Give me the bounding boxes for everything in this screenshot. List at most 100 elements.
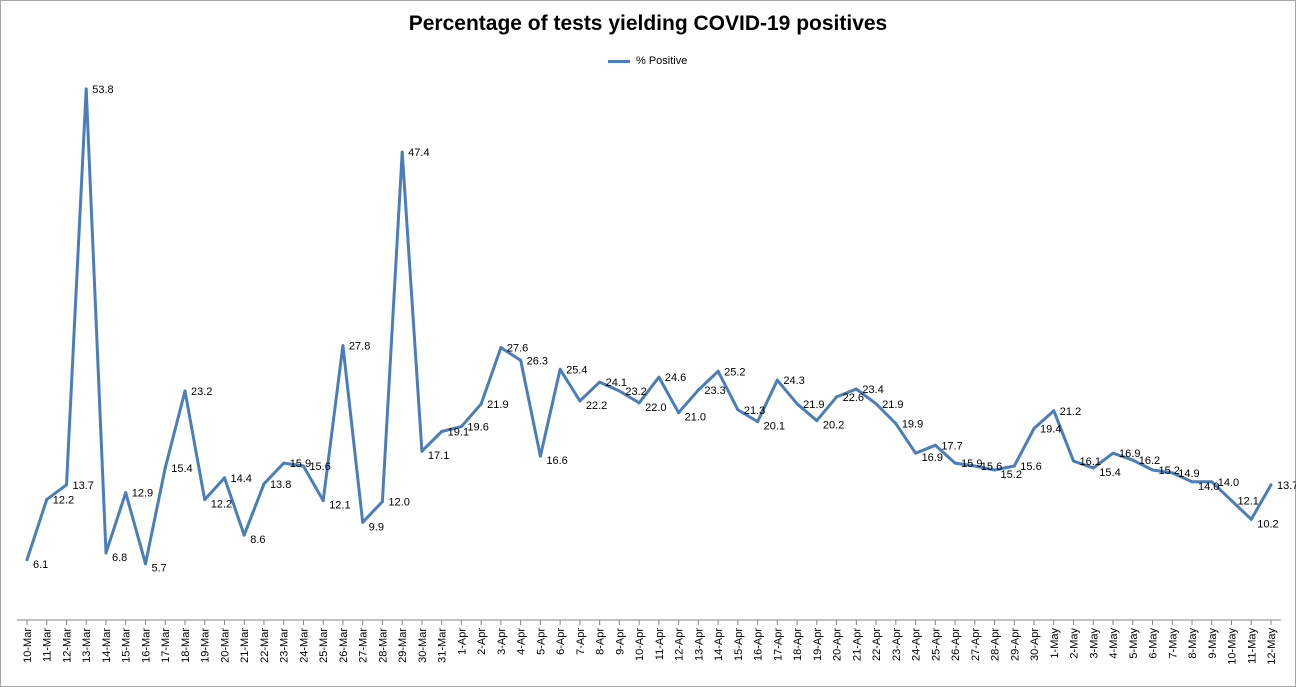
data-label: 15.2 — [1159, 465, 1180, 477]
data-label: 14.9 — [1178, 468, 1199, 480]
data-point — [222, 476, 226, 480]
data-point — [203, 498, 207, 502]
data-point — [341, 344, 345, 348]
x-tick-label: 19-Mar — [200, 628, 212, 663]
data-label: 20.2 — [823, 420, 844, 432]
x-tick-label: 27-Mar — [358, 628, 370, 663]
data-label: 24.3 — [783, 375, 804, 387]
data-point — [617, 389, 621, 393]
x-tick-label: 2-May — [1069, 628, 1081, 659]
data-label: 6.8 — [112, 552, 127, 564]
data-label: 12.1 — [1238, 496, 1259, 508]
data-label: 24.1 — [606, 377, 627, 389]
x-tick-label: 10-Mar — [22, 628, 34, 663]
data-label: 21.3 — [744, 405, 765, 417]
data-point — [815, 419, 819, 423]
data-label: 15.6 — [981, 461, 1002, 473]
x-tick-label: 19-Apr — [812, 628, 824, 661]
x-tick-label: 22-Mar — [259, 628, 271, 663]
data-label: 15.9 — [961, 458, 982, 470]
data-point — [756, 420, 760, 424]
data-point — [854, 387, 858, 391]
x-tick-label: 7-May — [1167, 628, 1179, 659]
data-point — [716, 369, 720, 373]
data-point — [499, 346, 503, 350]
data-point — [84, 87, 88, 91]
data-point — [104, 551, 108, 555]
x-tick-label: 31-Mar — [437, 628, 449, 663]
x-tick-label: 18-Apr — [792, 628, 804, 661]
data-point — [1091, 466, 1095, 470]
x-tick-label: 23-Mar — [279, 628, 291, 663]
x-tick-label: 26-Mar — [338, 628, 350, 663]
data-label: 19.1 — [448, 426, 469, 438]
data-label: 16.9 — [1119, 448, 1140, 460]
data-point — [1170, 471, 1174, 475]
x-tick-label: 12-Apr — [674, 628, 686, 661]
data-label: 12.1 — [329, 500, 350, 512]
data-point — [1131, 458, 1135, 462]
data-point — [973, 464, 977, 468]
data-label: 21.9 — [803, 399, 824, 411]
data-point — [598, 380, 602, 384]
data-point — [1032, 427, 1036, 431]
data-point — [1249, 517, 1253, 521]
data-point — [282, 461, 286, 465]
data-point — [914, 451, 918, 455]
data-label: 6.1 — [33, 559, 48, 571]
data-point — [874, 402, 878, 406]
data-label: 15.6 — [309, 461, 330, 473]
data-label: 14.0 — [1198, 481, 1219, 493]
x-tick-label: 29-Apr — [1009, 628, 1021, 661]
data-point — [262, 482, 266, 486]
data-label: 8.6 — [250, 534, 265, 546]
x-tick-label: 24-Mar — [298, 628, 310, 663]
data-label: 22.6 — [843, 392, 864, 404]
data-label: 15.6 — [1020, 461, 1041, 473]
data-point — [242, 533, 246, 537]
x-tick-label: 12-Mar — [61, 628, 73, 663]
data-point — [1230, 499, 1234, 503]
x-tick-label: 13-Mar — [81, 628, 93, 663]
data-point — [736, 408, 740, 412]
data-label: 5.7 — [151, 563, 166, 575]
data-point — [894, 422, 898, 426]
x-tick-label: 7-Apr — [575, 628, 587, 655]
x-tick-label: 1-May — [1049, 628, 1061, 659]
x-tick-label: 4-Apr — [516, 628, 528, 655]
data-point — [361, 520, 365, 524]
x-tick-label: 6-Apr — [555, 628, 567, 655]
data-point — [64, 483, 68, 487]
data-label: 13.7 — [72, 480, 93, 492]
data-label: 53.8 — [92, 84, 113, 96]
data-label: 19.4 — [1040, 424, 1061, 436]
legend-label: % Positive — [636, 55, 688, 67]
data-label: 22.0 — [645, 402, 666, 414]
data-label: 19.9 — [902, 419, 923, 431]
data-label: 12.2 — [211, 499, 232, 511]
data-label: 25.2 — [724, 366, 745, 378]
x-tick-label: 17-Mar — [160, 628, 172, 663]
data-point — [321, 499, 325, 503]
data-point — [301, 464, 305, 468]
x-tick-label: 28-Mar — [377, 628, 389, 663]
data-label: 12.0 — [388, 497, 409, 509]
x-tick-label: 16-Mar — [140, 628, 152, 663]
data-point — [440, 429, 444, 433]
x-tick-label: 25-Apr — [930, 628, 942, 661]
data-label: 23.2 — [625, 386, 646, 398]
data-point — [835, 395, 839, 399]
data-point — [1052, 409, 1056, 413]
x-tick-label: 6-May — [1148, 628, 1160, 659]
chart-title: Percentage of tests yielding COVID-19 po… — [408, 12, 888, 35]
data-point — [637, 401, 641, 405]
data-label: 25.4 — [566, 364, 587, 376]
data-point — [677, 411, 681, 415]
x-tick-label: 25-Mar — [318, 628, 330, 663]
data-label: 16.6 — [546, 455, 567, 467]
data-point — [459, 425, 463, 429]
x-tick-label: 24-Apr — [911, 628, 923, 661]
data-label: 21.2 — [1060, 406, 1081, 418]
